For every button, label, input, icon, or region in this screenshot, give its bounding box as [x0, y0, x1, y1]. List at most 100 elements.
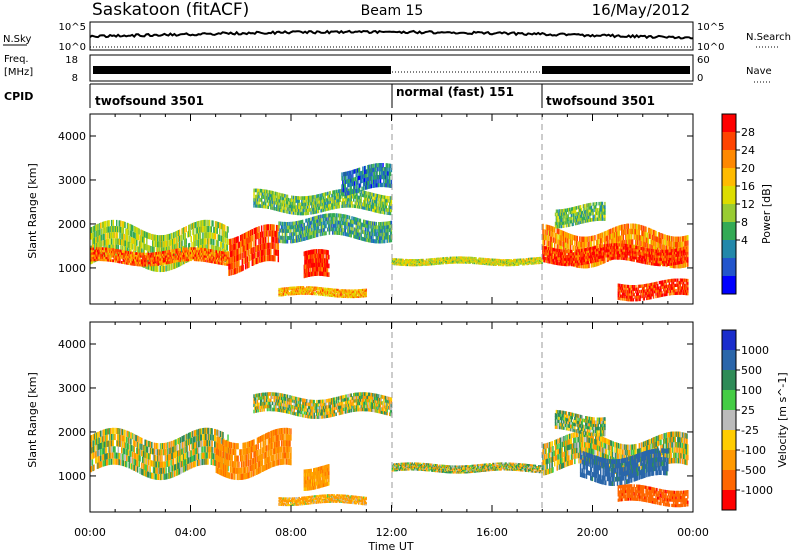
power-cell — [481, 260, 483, 263]
power-cell — [108, 244, 110, 251]
power-cell — [202, 232, 204, 239]
power-cell — [327, 191, 329, 196]
power-cell — [368, 204, 371, 208]
power-cell — [237, 248, 239, 255]
power-cell — [378, 229, 381, 233]
power-cell — [139, 263, 141, 267]
power-cell — [92, 232, 94, 239]
power-cell — [363, 182, 365, 187]
power-cell — [171, 249, 173, 253]
power-cell — [286, 222, 289, 226]
power-cell — [365, 194, 367, 198]
power-cell — [116, 260, 119, 263]
power-cell — [183, 239, 186, 246]
power-cell — [481, 260, 484, 263]
power-cell — [289, 204, 291, 208]
power-cell — [180, 234, 182, 241]
power-cell — [312, 201, 315, 205]
power-cell — [238, 242, 240, 249]
power-cell — [353, 169, 356, 174]
power-cell — [452, 259, 455, 262]
power-cell — [229, 245, 231, 252]
power-cell — [151, 252, 153, 256]
power-cell — [202, 250, 204, 253]
power-cell — [109, 250, 111, 257]
power-cell — [346, 214, 348, 219]
power-cell — [148, 261, 151, 265]
power-cell — [337, 195, 340, 200]
power-cell — [157, 260, 159, 264]
power-cell — [386, 195, 388, 200]
power-cell — [295, 235, 297, 240]
power-cell — [455, 261, 457, 264]
power-cell — [346, 296, 348, 299]
power-cell — [207, 250, 209, 254]
power-cell — [342, 291, 345, 294]
power-cell — [277, 225, 280, 232]
power-cell — [126, 262, 129, 265]
power-cell — [94, 231, 96, 238]
power-cell — [182, 252, 184, 255]
power-cell — [363, 199, 365, 204]
power-cell — [245, 238, 248, 245]
power-cell — [384, 201, 387, 206]
power-cell — [256, 197, 259, 202]
power-cell — [195, 251, 197, 255]
power-cell — [228, 263, 230, 270]
power-cell — [306, 291, 309, 294]
power-cell — [455, 259, 457, 262]
power-cell — [183, 256, 186, 260]
power-cell — [204, 257, 207, 260]
power-cell — [350, 219, 352, 224]
power-cell — [373, 163, 375, 168]
power-cell — [384, 198, 387, 203]
power-cell — [115, 250, 117, 257]
power-cell — [337, 292, 339, 295]
power-cell — [141, 261, 143, 265]
power-cell — [110, 226, 112, 233]
power-cell — [123, 240, 125, 247]
power-cell — [317, 288, 320, 291]
power-cell — [318, 215, 321, 219]
power-cell — [352, 227, 354, 231]
power-cell — [264, 224, 266, 231]
power-cell — [273, 224, 275, 231]
power-cell — [341, 201, 343, 205]
power-cell — [343, 217, 346, 222]
power-cell — [370, 192, 373, 197]
power-cell — [368, 184, 371, 189]
power-cell — [372, 183, 374, 188]
power-cell — [123, 257, 125, 260]
power-cell — [126, 250, 128, 254]
power-cell — [286, 229, 289, 233]
power-cell — [353, 294, 356, 297]
power-cell — [95, 253, 97, 257]
power-cell — [457, 261, 460, 264]
power-cell — [127, 255, 130, 259]
power-cell — [331, 294, 333, 297]
power-cell — [389, 175, 391, 180]
power-cell — [253, 201, 255, 205]
power-cell — [345, 187, 347, 192]
power-cell — [509, 260, 512, 262]
power-cell — [353, 189, 356, 194]
power-cell — [258, 232, 260, 239]
power-cell — [265, 189, 267, 194]
power-cell — [507, 264, 509, 267]
power-cell — [374, 193, 377, 198]
power-cell — [332, 227, 334, 232]
power-cell — [112, 259, 115, 263]
power-cell — [442, 260, 445, 263]
power-cell — [306, 232, 309, 237]
power-cell — [244, 244, 247, 251]
power-cell — [199, 226, 202, 233]
power-cell — [272, 230, 275, 237]
power-cell — [115, 257, 117, 261]
power-cell — [152, 252, 155, 256]
power-cell — [329, 191, 331, 195]
power-cell — [259, 232, 261, 239]
power-cell — [100, 234, 103, 241]
power-cell — [368, 207, 370, 211]
power-cell — [358, 202, 361, 206]
power-cell — [273, 203, 275, 208]
